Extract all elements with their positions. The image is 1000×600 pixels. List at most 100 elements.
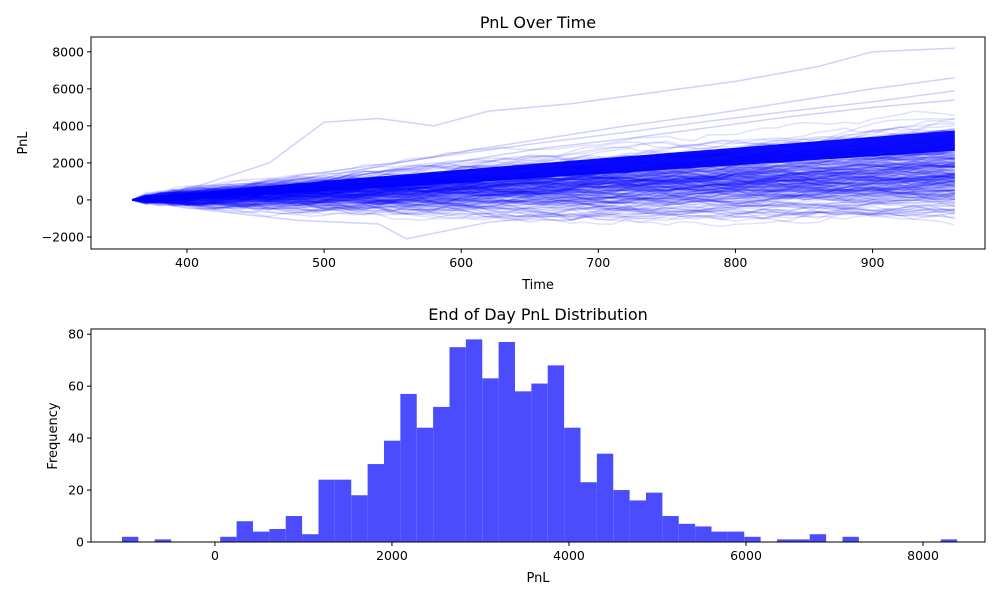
histogram-bar xyxy=(498,341,515,542)
histogram-bar xyxy=(252,531,270,542)
pnl-path-line xyxy=(132,165,955,203)
histogram-bar xyxy=(727,531,745,542)
pnl-path-line xyxy=(132,155,955,209)
histogram-x-tick-label: 4000 xyxy=(553,548,585,563)
pnl-path-line xyxy=(132,186,955,208)
histogram-bar xyxy=(400,393,417,542)
pnl-path-line xyxy=(131,199,955,220)
histogram-frame xyxy=(90,328,986,543)
pnl-path-line xyxy=(131,155,955,203)
histogram-bar xyxy=(629,500,646,542)
histogram-y-ticks: 0 20 40 60 80 xyxy=(68,327,91,550)
histogram-bar xyxy=(940,539,958,542)
pnl-path-line xyxy=(132,170,956,206)
histogram-bar xyxy=(121,536,139,542)
histogram-bar xyxy=(744,536,761,542)
line-chart-x-ticks: 400 500 600 700 800 900 xyxy=(175,249,885,270)
histogram-bar xyxy=(433,406,450,542)
pnl-path-line xyxy=(131,193,956,211)
pnl-path-line xyxy=(132,198,955,221)
pnl-path-line xyxy=(132,186,955,210)
line-chart-x-tick-label: 600 xyxy=(449,255,473,270)
histogram-bar xyxy=(531,383,548,542)
pnl-path-line xyxy=(132,172,955,203)
pnl-path-line xyxy=(132,182,955,203)
pnl-path-line xyxy=(132,193,955,213)
pnl-path-line xyxy=(131,196,955,221)
pnl-path-line xyxy=(131,175,955,207)
pnl-path-line xyxy=(132,179,955,207)
pnl-path-line xyxy=(132,162,955,202)
histogram-x-tick-label: 2000 xyxy=(376,548,408,563)
pnl-path-line xyxy=(131,188,955,222)
histogram-bar xyxy=(367,464,384,542)
pnl-path-line xyxy=(131,191,955,220)
pnl-path-line xyxy=(132,110,955,201)
line-chart-title: PnL Over Time xyxy=(480,13,596,32)
histogram-bar xyxy=(596,453,614,542)
pnl-path-line xyxy=(132,196,955,220)
histogram-bar xyxy=(514,391,532,542)
pnl-path-line xyxy=(132,182,955,207)
pnl-series-line-3 xyxy=(131,47,955,201)
histogram-bar xyxy=(220,536,237,542)
pnl-path-line xyxy=(131,195,955,215)
pnl-path-line xyxy=(132,163,955,211)
pnl-path-line xyxy=(131,186,955,205)
pnl-path-line xyxy=(131,186,955,215)
pnl-path-line xyxy=(131,175,955,207)
pnl-series-line-7 xyxy=(132,76,955,201)
pnl-path-line xyxy=(132,160,955,201)
pnl-path-line xyxy=(131,157,955,203)
pnl-path-line xyxy=(132,178,955,206)
histogram-x-tick-label: 6000 xyxy=(730,548,762,563)
pnl-path-line xyxy=(132,174,955,206)
pnl-path-line xyxy=(132,175,955,202)
pnl-path-line xyxy=(132,165,955,204)
pnl-path-line xyxy=(131,194,955,211)
pnl-path-line xyxy=(131,168,955,207)
pnl-path-line xyxy=(132,191,955,217)
histogram-bar xyxy=(334,479,352,542)
line-chart-y-tick-label: 6000 xyxy=(52,81,84,96)
line-chart-panel: PnL Over Time 400 500 600 700 800 900 −2000 0 2… xyxy=(16,13,986,293)
pnl-path-line xyxy=(131,153,955,204)
pnl-path-line xyxy=(131,163,955,207)
histogram-bar xyxy=(711,531,728,542)
pnl-path-line xyxy=(132,161,955,207)
line-chart-x-tick-label: 500 xyxy=(312,255,336,270)
line-chart-y-tick-label: 8000 xyxy=(52,44,84,59)
pnl-path-line xyxy=(131,164,955,206)
pnl-path-line xyxy=(131,170,955,201)
pnl-path-line xyxy=(132,180,955,210)
pnl-path-line xyxy=(132,171,955,206)
histogram-bar xyxy=(416,427,434,542)
pnl-path-line xyxy=(131,180,955,205)
pnl-dense-band xyxy=(132,130,955,201)
histogram-bars-group xyxy=(121,339,958,542)
pnl-path-line xyxy=(132,194,955,214)
pnl-path-line xyxy=(132,188,955,213)
line-chart-x-tick-label: 900 xyxy=(861,255,885,270)
pnl-path-line xyxy=(132,156,955,201)
pnl-path-line xyxy=(132,174,955,206)
line-chart-x-tick-label: 400 xyxy=(175,255,199,270)
pnl-path-line xyxy=(131,159,955,206)
histogram-bar xyxy=(695,526,712,542)
histogram-bar xyxy=(580,482,597,542)
pnl-path-line xyxy=(132,196,955,212)
pnl-path-line xyxy=(132,173,955,201)
pnl-path-line xyxy=(132,166,956,211)
pnl-series-line-2 xyxy=(132,154,955,205)
histogram-bar xyxy=(564,427,581,542)
histogram-bar xyxy=(154,539,172,542)
histogram-bar xyxy=(776,539,794,542)
pnl-path-line xyxy=(132,172,955,205)
pnl-path-line xyxy=(132,171,955,208)
pnl-path-line xyxy=(132,153,955,202)
pnl-path-line xyxy=(132,192,955,216)
histogram-bar xyxy=(678,523,696,542)
pnl-path-line xyxy=(131,175,955,202)
pnl-path-line xyxy=(132,193,956,211)
pnl-path-line xyxy=(131,176,955,204)
